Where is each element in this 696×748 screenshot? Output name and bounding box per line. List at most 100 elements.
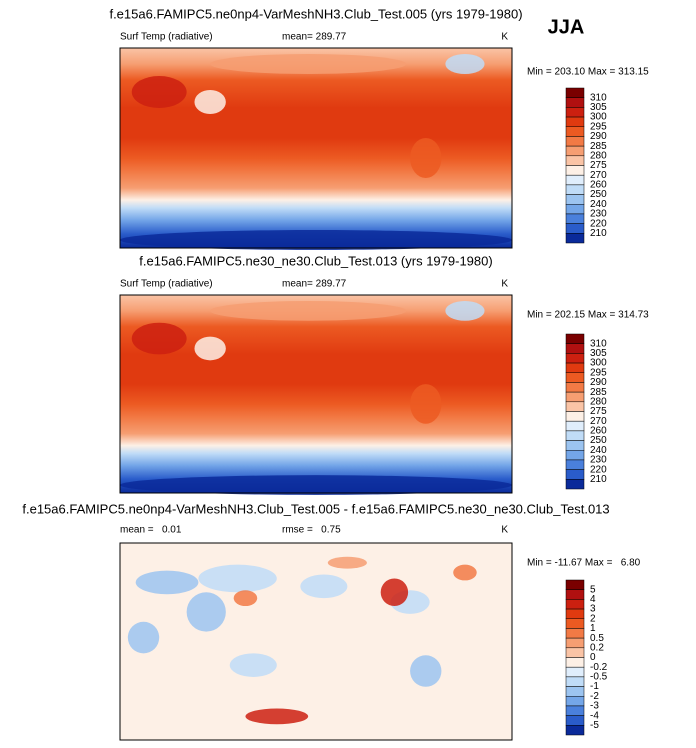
panel-title: f.e15a6.FAMIPC5.ne30_ne30.Club_Test.013 … <box>139 253 492 268</box>
positive-anomaly <box>327 556 367 569</box>
arctic-ocean <box>210 300 407 321</box>
colorbar-box <box>565 401 585 412</box>
negative-anomaly <box>127 621 160 654</box>
colorbar-label: 310 <box>590 92 607 103</box>
colorbar-label: 0 <box>590 652 596 663</box>
colorbar-label: 210 <box>590 228 607 239</box>
colorbar-label: -0.2 <box>590 662 608 673</box>
south-america <box>410 138 442 178</box>
colorbar-label: -1 <box>590 681 599 692</box>
stat-label: rmse = 0.75 <box>282 525 341 536</box>
colorbar-box <box>565 411 585 422</box>
variable-label: Surf Temp (radiative) <box>120 279 213 290</box>
colorbar-label: 295 <box>590 121 607 132</box>
stat-label: mean= 289.77 <box>282 279 347 290</box>
map-field <box>120 48 512 248</box>
map-frame <box>119 47 513 249</box>
arctic-ocean <box>210 54 407 74</box>
colorbar-label: 290 <box>590 377 607 388</box>
negative-anomaly <box>135 570 199 595</box>
colorbar-box <box>565 362 585 373</box>
colorbar-label: 280 <box>590 150 607 161</box>
colorbar-label: 310 <box>590 338 607 349</box>
panel-title: f.e15a6.FAMIPC5.ne0np4-VarMeshNH3.Club_T… <box>22 501 609 516</box>
min-max-label: Min = -11.67 Max = 6.80 <box>527 558 641 569</box>
colorbar-label: 260 <box>590 426 607 437</box>
colorbar-label: 1 <box>590 623 596 634</box>
negative-anomaly <box>198 564 277 593</box>
colorbar-box <box>565 608 585 619</box>
colorbar-label: 220 <box>590 464 607 475</box>
colorbar-box <box>565 440 585 451</box>
colorbar-box <box>565 194 585 205</box>
colorbar-box <box>565 372 585 383</box>
sahara <box>131 322 187 355</box>
colorbar-label: 240 <box>590 445 607 456</box>
variable-label: Surf Temp (radiative) <box>120 32 213 43</box>
colorbar-box <box>565 184 585 195</box>
colorbar-label: 230 <box>590 455 607 466</box>
units-label: K <box>501 525 508 536</box>
colorbar-label: -5 <box>590 720 599 731</box>
colorbar-label: 305 <box>590 102 607 113</box>
min-max-label: Min = 202.15 Max = 314.73 <box>527 310 649 321</box>
colorbar-box <box>565 705 585 716</box>
map-frame <box>119 294 513 494</box>
colorbar-box <box>565 686 585 697</box>
colorbar-label: 210 <box>590 474 607 485</box>
negative-anomaly <box>300 574 348 599</box>
colorbar-label: 3 <box>590 604 596 615</box>
colorbar-label: 295 <box>590 367 607 378</box>
colorbar-box <box>565 136 585 147</box>
colorbar-box <box>565 469 585 480</box>
colorbar-box <box>565 155 585 166</box>
colorbar-box <box>565 628 585 639</box>
colorbar-box <box>565 637 585 649</box>
colorbar-label: 270 <box>590 170 607 181</box>
colorbar-label: 2 <box>590 613 596 624</box>
antarctica <box>120 475 512 495</box>
colorbar-box <box>565 696 585 707</box>
negative-anomaly <box>410 655 442 687</box>
colorbar-box <box>565 420 585 432</box>
colorbar-box <box>565 233 585 244</box>
colorbar-box <box>565 676 585 687</box>
variable-label: mean = 0.01 <box>120 525 182 536</box>
colorbar-box <box>565 647 585 658</box>
greenland <box>445 300 485 321</box>
colorbar-label: 260 <box>590 180 607 191</box>
antarctica <box>120 230 512 250</box>
colorbar-box <box>565 657 585 668</box>
colorbar-label: -4 <box>590 710 599 721</box>
colorbar-box <box>565 599 585 610</box>
colorbar-box <box>565 165 585 176</box>
colorbar-label: 305 <box>590 348 607 359</box>
colorbar-box <box>565 725 585 736</box>
units-label: K <box>501 279 508 290</box>
colorbar-box <box>565 333 585 344</box>
colorbar-label: 285 <box>590 387 607 398</box>
colorbar-label: 4 <box>590 594 596 605</box>
colorbar-label: 240 <box>590 199 607 210</box>
colorbar-label: 230 <box>590 209 607 220</box>
colorbar-label: 300 <box>590 358 607 369</box>
colorbar-box <box>565 459 585 470</box>
min-max-label: Min = 203.10 Max = 313.15 <box>527 67 649 78</box>
colorbar-label: 300 <box>590 112 607 123</box>
colorbar-box <box>565 174 585 186</box>
tibet-plateau <box>194 336 226 361</box>
negative-anomaly <box>186 592 226 632</box>
colorbar-label: -3 <box>590 701 599 712</box>
positive-anomaly <box>245 708 309 725</box>
colorbar-label: 0.2 <box>590 642 604 653</box>
colorbar-label: 275 <box>590 406 607 417</box>
colorbar-label: -2 <box>590 691 599 702</box>
colorbar-box <box>565 430 585 441</box>
panel-title: f.e15a6.FAMIPC5.ne0np4-VarMeshNH3.Club_T… <box>109 6 522 21</box>
season-label: JJA <box>548 16 585 38</box>
units-label: K <box>501 32 508 43</box>
colorbar-label: 220 <box>590 218 607 229</box>
colorbar-box <box>565 450 585 461</box>
map-frame <box>119 542 513 741</box>
